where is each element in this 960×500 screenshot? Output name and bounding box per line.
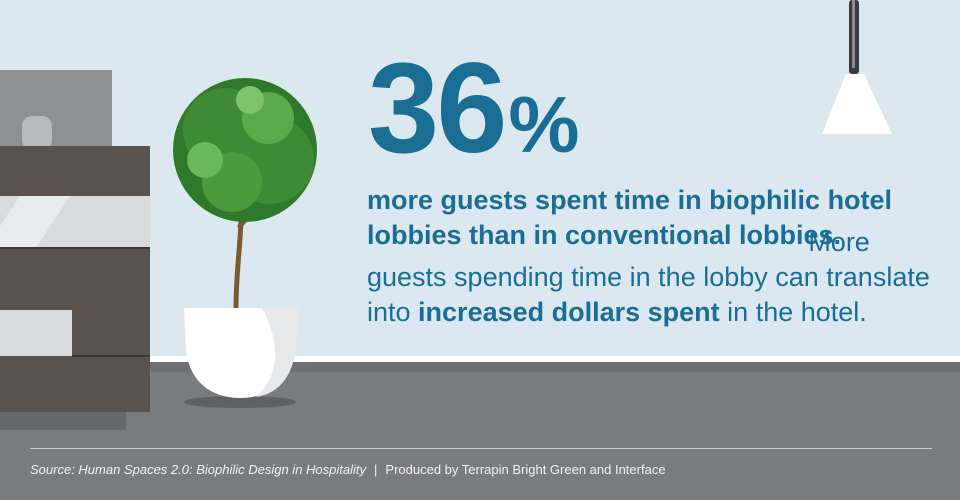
planter [184, 308, 298, 398]
headline-statistic: 36% [368, 34, 580, 200]
desk-glass-reflection [0, 196, 70, 248]
desk-light-panel [0, 310, 72, 356]
footer-separator: | [374, 462, 378, 477]
desk-monitor [0, 70, 112, 150]
lamp-cord-highlight [852, 0, 855, 68]
tree-leaf-cluster [187, 142, 223, 178]
planter-shade [256, 308, 298, 397]
desk-monitor-stand [22, 116, 52, 150]
floor-shadow [0, 362, 960, 372]
statistic-headline: more guests spent time in biophilic hote… [367, 185, 893, 250]
body-text-part-2: in the hotel. [719, 297, 867, 327]
pendant-lamp-illustration [822, 0, 892, 134]
reception-desk-illustration [0, 70, 150, 430]
desk-top-panel [0, 146, 150, 196]
desk-mid-panel [0, 248, 150, 310]
statistic-unit: % [508, 80, 580, 169]
statistic-number: 36 [368, 37, 507, 180]
body-text-emphasis: increased dollars spent [418, 297, 720, 327]
footer-source: Source: Human Spaces 2.0: Biophilic Desi… [30, 462, 367, 477]
body-text-part-1: More guests spending time in the lobby c… [367, 227, 930, 327]
lamp-shade [822, 74, 892, 134]
footer-divider [30, 448, 932, 449]
desk-base [0, 356, 150, 412]
footer: Source: Human Spaces 2.0: Biophilic Desi… [30, 462, 666, 477]
desk-drawer [72, 310, 150, 356]
tree-leaf-cluster [236, 86, 264, 114]
wall-baseboard [0, 356, 960, 362]
planter-shadow [184, 396, 296, 408]
statistic-body: lobbies than in conventional lobbies. Mo… [367, 225, 952, 330]
desk-shadow [0, 412, 126, 430]
footer-credit: Produced by Terrapin Bright Green and In… [385, 462, 666, 477]
potted-topiary-tree-illustration [173, 78, 317, 408]
floor [0, 362, 960, 500]
